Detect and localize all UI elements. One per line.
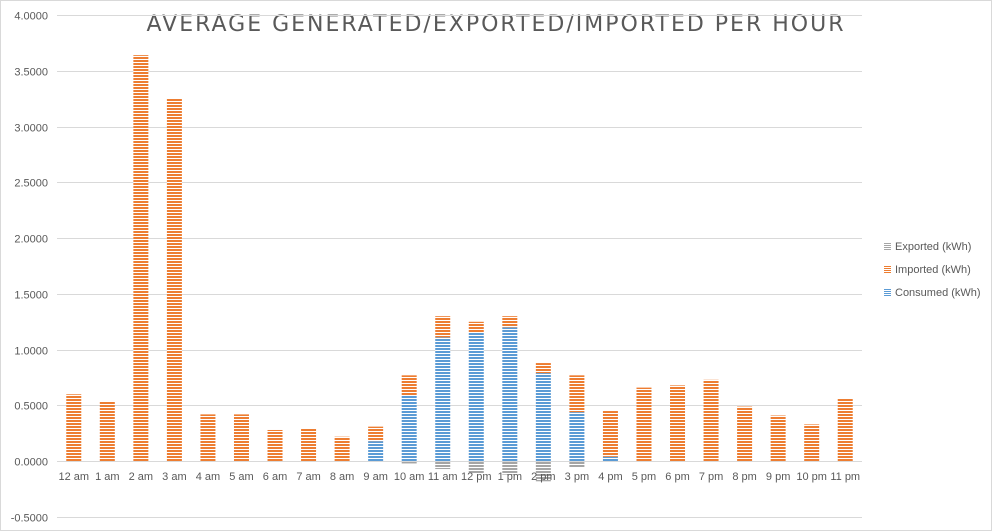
bar-imported [804,424,820,462]
x-tick-label: 7 am [296,471,320,483]
bar-imported [770,415,786,462]
x-tick-label: 4 pm [598,471,622,483]
bar-imported [334,436,350,462]
bar-imported [267,429,283,462]
bar-consumed [535,373,551,462]
x-tick-label: 6 am [263,471,287,483]
x-tick-label: 3 am [162,471,186,483]
x-tick-label: 3 pm [565,471,589,483]
bar-imported [535,363,551,374]
legend-item: Imported (kWh) [884,258,981,281]
y-tick-label: 2.5000 [14,178,48,190]
bar-imported [368,426,384,442]
y-tick-label: 2.0000 [14,234,48,246]
y-tick-label: 3.5000 [14,67,48,79]
bar-consumed [368,441,384,462]
bar-consumed [602,456,618,462]
bar-consumed [401,395,417,462]
y-tick-label: 4.0000 [14,11,48,23]
bar-imported [670,385,686,462]
y-tick-label: 0.5000 [14,401,48,413]
x-tick-label: 6 pm [665,471,689,483]
bar-imported [301,428,317,462]
chart-title: AVERAGE GENERATED/EXPORTED/IMPORTED PER … [146,12,846,37]
y-tick-label: 1.5000 [14,290,48,302]
bar-imported [166,98,182,462]
x-tick-label: 10 am [394,471,425,483]
bar-imported [468,321,484,333]
bar-exported [401,461,417,464]
x-tick-label: 5 pm [632,471,656,483]
legend-swatch [884,266,891,273]
y-tick-label: 3.0000 [14,123,48,135]
bar-imported [99,400,115,462]
x-tick-label: 10 pm [796,471,827,483]
bar-exported [535,461,551,482]
bar-imported [569,375,585,413]
x-tick-label: 12 am [58,471,89,483]
x-tick-label: 5 am [229,471,253,483]
x-tick-label: 8 pm [732,471,756,483]
x-tick-label: 9 pm [766,471,790,483]
x-tick-label: 2 am [129,471,153,483]
x-tick-label: 11 pm [830,471,860,483]
bar-exported [502,461,518,475]
bar-consumed [569,412,585,462]
x-tick-label: 12 pm [461,471,492,483]
x-tick-label: 1 pm [498,471,522,483]
legend-label: Imported (kWh) [895,263,971,276]
bar-imported [66,394,82,462]
bar-exported [569,461,585,468]
bar-imported [133,55,149,462]
bar-consumed [468,332,484,462]
bar-imported [435,316,451,338]
bar-exported [435,461,451,470]
y-tick-label: 0.0000 [14,457,48,469]
x-tick-label: 2 pm [531,471,555,483]
x-tick-label: 11 am [428,471,458,483]
bar-exported [468,461,484,474]
legend-item: Consumed (kWh) [884,281,981,304]
y-tick-label: 1.0000 [14,346,48,358]
bar-imported [602,411,618,457]
bar-imported [636,387,652,462]
x-tick-label: 7 pm [699,471,723,483]
x-tick-label: 1 am [95,471,119,483]
bar-consumed [502,327,518,462]
bar-imported [703,379,719,462]
legend-swatch [884,243,891,250]
y-tick-label: -0.5000 [11,513,48,525]
bar-imported [233,414,249,462]
bar-imported [401,375,417,396]
x-tick-label: 8 am [330,471,354,483]
legend-label: Exported (kWh) [895,240,972,253]
bar-imported [837,398,853,462]
legend-label: Consumed (kWh) [895,286,981,299]
x-tick-label: 9 am [363,471,387,483]
bar-imported [502,316,518,328]
bar-imported [200,414,216,462]
legend-swatch [884,289,891,296]
bar-imported [737,406,753,462]
chart-legend: Exported (kWh) Imported (kWh) Consumed (kW… [884,235,981,304]
bar-consumed [435,337,451,462]
legend-item: Exported (kWh) [884,235,981,258]
x-tick-label: 4 am [196,471,220,483]
